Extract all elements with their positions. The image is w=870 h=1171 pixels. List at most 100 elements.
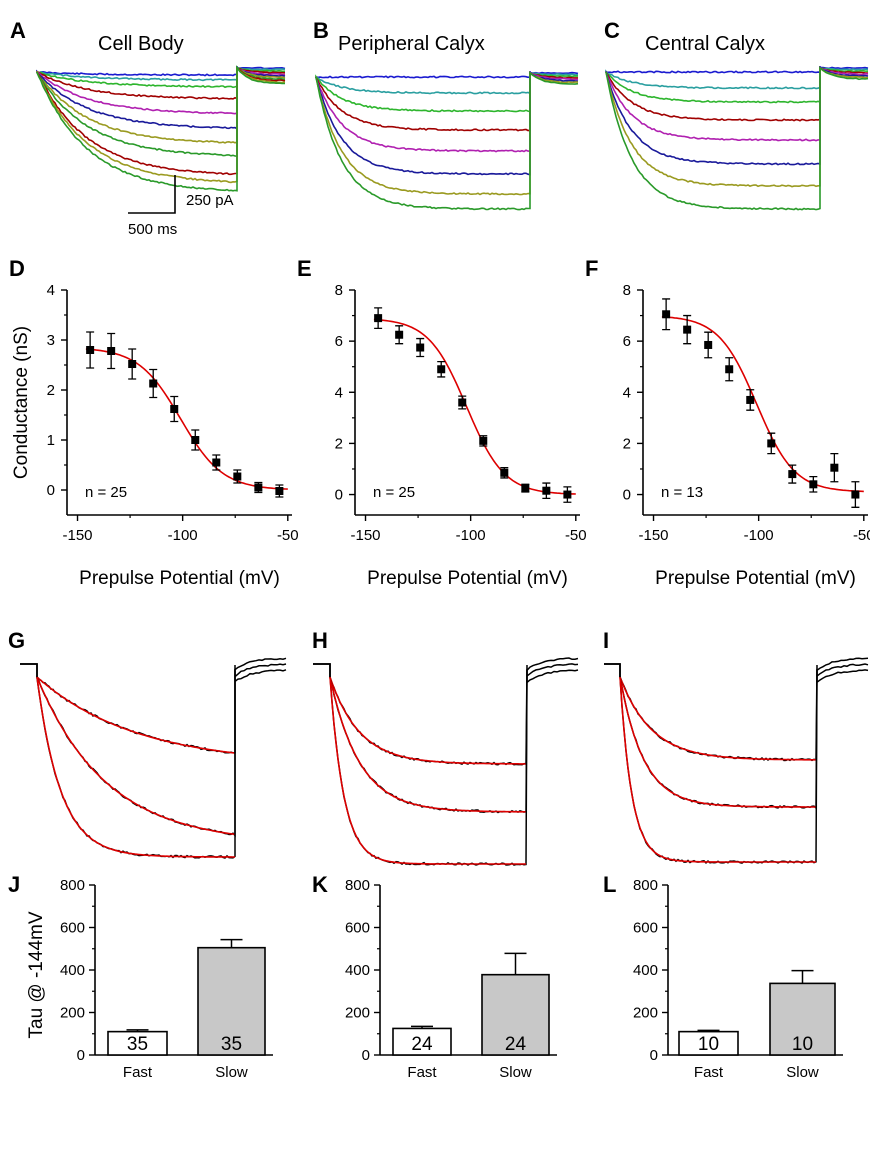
data-point [662,310,671,319]
y-tick-label: 0 [650,1047,658,1064]
current-trace [36,65,286,157]
panel-k: K 0 200 400 600 800 24 Fast 24 Slow [312,872,557,1081]
y-tick-label: 0 [335,487,343,504]
exponential-fit-line [329,676,526,765]
y-tick-label: 400 [345,962,370,979]
current-trace [605,66,869,211]
x-tick-label: -50 [853,527,870,544]
data-point [86,346,95,354]
panel-letter: L [603,872,616,897]
panel-a: A Cell Body [10,18,286,192]
exponential-fit-line [36,676,236,836]
current-trace [36,66,286,184]
y-tick-label: 0 [47,482,55,499]
current-trace [20,657,287,859]
panel-j: J 0 200 400 600 800 Tau @ -144mV 35 Fast 35 Slow [8,872,273,1081]
panel-title: Central Calyx [645,33,765,55]
data-point [458,398,467,407]
y-tick-label: 600 [60,920,85,937]
y-tick-label: 600 [633,920,658,937]
data-point [437,365,446,374]
y-tick-label: 800 [345,877,370,894]
exponential-fit-line [329,676,526,813]
data-point [191,436,200,444]
panel-d: D 0 1 2 3 4 -150 -100 -50 Prepulse Potential (mV)… [9,256,299,589]
y-tick-label: 2 [47,382,55,399]
panel-letter: F [585,256,598,281]
bar-n-label: 35 [221,1034,242,1055]
category-label: Slow [215,1064,248,1081]
current-trace [315,72,579,153]
panel-title: Cell Body [98,33,184,55]
panel-letter: E [297,256,312,281]
current-trace [604,663,869,810]
bar-n-label: 10 [792,1034,813,1055]
data-point [704,340,713,349]
exponential-fit-line [619,676,816,863]
panel-b: B Peripheral Calyx [313,18,579,211]
y-tick-label: 400 [633,962,658,979]
current-trace [36,66,286,77]
data-point [170,405,179,413]
current-trace [315,70,578,196]
y-tick-label: 800 [60,877,85,894]
exponential-fit-line [619,676,816,808]
current-trace [604,663,869,762]
current-trace [20,663,287,838]
scale-bar-time-label: 500 ms [128,221,177,238]
category-label: Fast [694,1064,724,1081]
bar-fast [107,1030,168,1056]
panel-h: H [312,628,579,866]
y-tick-label: 0 [623,487,631,504]
data-point [149,379,158,388]
x-axis-title: Prepulse Potential (mV) [79,568,280,589]
panel-letter: I [603,628,609,653]
x-tick-label: -150 [350,527,380,544]
current-trace [36,67,286,130]
data-point [275,487,284,495]
data-point [767,439,776,448]
bar-fast [678,1030,739,1056]
bar-n-label: 24 [411,1034,433,1055]
exponential-fit-line [36,676,236,754]
y-tick-label: 4 [623,384,631,401]
current-trace [315,71,579,211]
data-point [746,395,755,404]
panel-letter: K [312,872,328,897]
data-point [416,343,425,352]
y-tick-label: 600 [345,920,370,937]
data-point [809,480,818,489]
bar-slow [197,946,266,1056]
current-trace [36,66,286,115]
data-point [395,330,404,339]
exponential-fit-line [619,676,816,761]
panel-g: G [8,628,287,859]
current-trace [313,663,579,814]
current-trace [315,72,579,95]
bar-n-label: 10 [698,1034,719,1055]
x-tick-label: -100 [168,527,198,544]
scale-bar-current-label: 250 pA [186,192,234,209]
current-trace [36,66,286,144]
current-trace [36,67,286,82]
n-annotation: n = 25 [85,484,127,501]
current-trace [315,72,579,113]
bar-fast [392,1027,452,1056]
y-tick-label: 200 [633,1005,658,1022]
data-point [233,472,242,481]
panel-c: C Central Calyx [604,18,869,211]
y-tick-label: 200 [345,1005,370,1022]
data-point [128,360,137,368]
panel-letter: J [8,872,20,897]
category-label: Fast [407,1064,437,1081]
data-point [830,463,839,472]
current-trace [315,71,579,176]
bar-slow [481,973,550,1056]
current-trace [605,67,869,104]
data-point [374,314,383,323]
exponential-fit-line [329,676,526,865]
exponential-fit-line [36,676,235,858]
data-point [563,490,572,499]
scale-bar-lines [128,175,176,214]
